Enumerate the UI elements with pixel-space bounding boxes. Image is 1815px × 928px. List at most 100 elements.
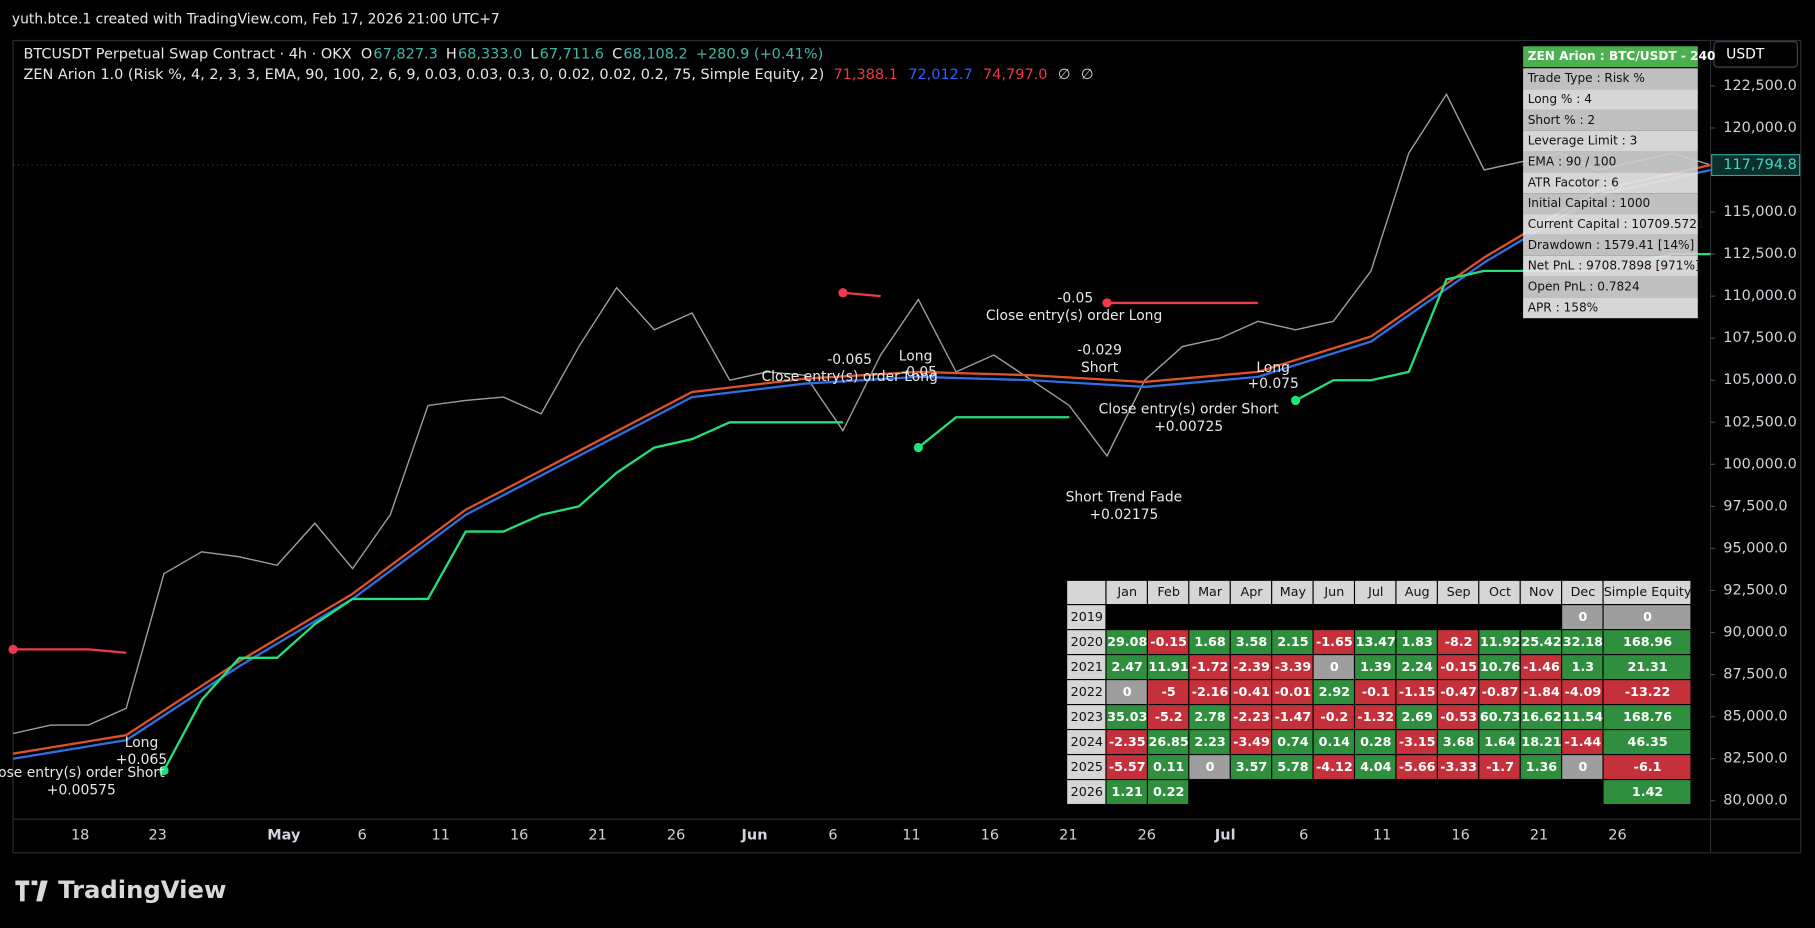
x-tick-label: May bbox=[267, 827, 301, 843]
table-value: 1.36 bbox=[1526, 759, 1558, 774]
panel-row: Current Capital : 10709.5721 bbox=[1528, 217, 1705, 231]
price-line bbox=[12, 92, 1711, 735]
panel-row: Leverage Limit : 3 bbox=[1528, 134, 1638, 148]
table-cell bbox=[1355, 680, 1396, 704]
table-cell bbox=[1106, 780, 1147, 804]
table-value: 4.04 bbox=[1360, 759, 1392, 774]
table-cell bbox=[1230, 755, 1272, 779]
table-value: 2.92 bbox=[1319, 684, 1350, 699]
table-value: 168.76 bbox=[1623, 709, 1672, 724]
table-cell bbox=[1106, 705, 1147, 729]
table-value: 1.3 bbox=[1572, 659, 1595, 674]
table-value: 0 bbox=[1578, 609, 1587, 624]
table-cell bbox=[1520, 730, 1562, 754]
annotation: +0.02175 bbox=[1089, 507, 1158, 523]
y-tick-label: 105,000.0 bbox=[1723, 372, 1797, 388]
table-cell bbox=[1272, 655, 1313, 679]
x-tick-label: 26 bbox=[1608, 827, 1626, 843]
x-tick-label: 6 bbox=[828, 827, 837, 843]
table-header: Simple Equity bbox=[1604, 584, 1692, 599]
footer-logo: TradingView bbox=[15, 875, 226, 904]
table-value: 0 bbox=[1206, 759, 1215, 774]
table-header: Dec bbox=[1571, 584, 1596, 599]
table-cell bbox=[1272, 730, 1313, 754]
table-cell bbox=[1106, 755, 1147, 779]
table-header-cell bbox=[1147, 580, 1189, 605]
table-value: -0.53 bbox=[1440, 709, 1477, 724]
table-value: 0 bbox=[1643, 609, 1652, 624]
table-value: -0.15 bbox=[1150, 634, 1187, 649]
table-cell bbox=[1396, 730, 1437, 754]
table-cell bbox=[1603, 655, 1691, 679]
annotation: -0.05 bbox=[1057, 291, 1093, 307]
legend-text: 68,108.2 bbox=[623, 46, 687, 62]
y-tick-label: 82,500.0 bbox=[1723, 751, 1787, 767]
table-value: -1.7 bbox=[1486, 759, 1514, 774]
table-value: 2.15 bbox=[1277, 634, 1308, 649]
table-value: -5 bbox=[1162, 684, 1176, 699]
y-tick-label: 102,500.0 bbox=[1723, 414, 1797, 430]
table-cell bbox=[1479, 730, 1520, 754]
annotation: Long bbox=[125, 735, 159, 751]
price-line bbox=[13, 291, 1258, 654]
x-tick-label: 16 bbox=[1451, 827, 1469, 843]
table-cell bbox=[1189, 705, 1230, 729]
annotation: Short bbox=[1081, 360, 1119, 376]
price-line bbox=[12, 168, 1711, 760]
table-value: -1.72 bbox=[1192, 659, 1229, 674]
table-year-cell bbox=[1067, 730, 1106, 754]
table-cell bbox=[1479, 705, 1520, 729]
legend-text: 72,012.7 bbox=[908, 67, 972, 83]
table-cell bbox=[1313, 680, 1354, 704]
table-value: -13.22 bbox=[1625, 684, 1671, 699]
table-header-cell bbox=[1520, 580, 1562, 605]
table-year: 2025 bbox=[1071, 759, 1103, 774]
table-value: 1.64 bbox=[1484, 734, 1516, 749]
table-value: 32.18 bbox=[1563, 634, 1603, 649]
panel-row-bg bbox=[1523, 151, 1698, 173]
table-cell bbox=[1147, 755, 1189, 779]
legend-text: 67,827.3 bbox=[373, 46, 437, 62]
panel-row-bg bbox=[1523, 214, 1698, 235]
table-cell bbox=[1396, 755, 1437, 779]
table-value: 46.35 bbox=[1627, 734, 1667, 749]
table-header-cell bbox=[1479, 580, 1520, 605]
table-value: 0.74 bbox=[1277, 734, 1309, 749]
currency: USDT bbox=[1726, 46, 1765, 62]
table-cell bbox=[1106, 630, 1147, 654]
table-cell bbox=[1562, 605, 1603, 630]
last-price-box bbox=[1711, 154, 1801, 177]
table-value: -0.41 bbox=[1233, 684, 1270, 699]
table-cell bbox=[1106, 680, 1147, 704]
panel-row: ATR Facotor : 6 bbox=[1528, 175, 1619, 189]
table-value: 5.78 bbox=[1277, 759, 1309, 774]
table-value: -0.1 bbox=[1362, 684, 1390, 699]
legend-text: +280.9 (+0.41%) bbox=[696, 46, 823, 62]
x-tick-label: 6 bbox=[358, 827, 367, 843]
table-cell bbox=[1355, 705, 1396, 729]
annotation: Long bbox=[899, 348, 933, 364]
stop-start-dot bbox=[8, 644, 18, 654]
table-cell bbox=[1562, 755, 1603, 779]
table-value: 26.85 bbox=[1149, 734, 1189, 749]
table-year-cell bbox=[1067, 755, 1106, 779]
x-tick-label: 16 bbox=[510, 827, 528, 843]
table-year: 2022 bbox=[1071, 684, 1103, 699]
table-cell bbox=[1272, 755, 1313, 779]
panel-row: Trade Type : Risk % bbox=[1527, 71, 1645, 85]
annotation: Long bbox=[1256, 360, 1290, 376]
x-tick-label: Jul bbox=[1214, 827, 1236, 843]
legend-text: ∅ bbox=[1081, 67, 1094, 83]
y-tick-label: 110,000.0 bbox=[1723, 288, 1797, 304]
table-value: 2.69 bbox=[1402, 709, 1434, 724]
table-value: -1.65 bbox=[1316, 634, 1353, 649]
table-year: 2019 bbox=[1071, 609, 1103, 624]
table-value: -0.01 bbox=[1275, 684, 1312, 699]
panel-row: Net PnL : 9708.7898 [971%] bbox=[1528, 259, 1700, 273]
table-value: 13.47 bbox=[1356, 634, 1396, 649]
y-tick-label: 120,000.0 bbox=[1723, 120, 1797, 136]
table-value: 3.58 bbox=[1236, 634, 1268, 649]
table-year: 2024 bbox=[1071, 734, 1103, 749]
table-cell bbox=[1520, 680, 1562, 704]
stop-start-dot bbox=[838, 288, 848, 298]
